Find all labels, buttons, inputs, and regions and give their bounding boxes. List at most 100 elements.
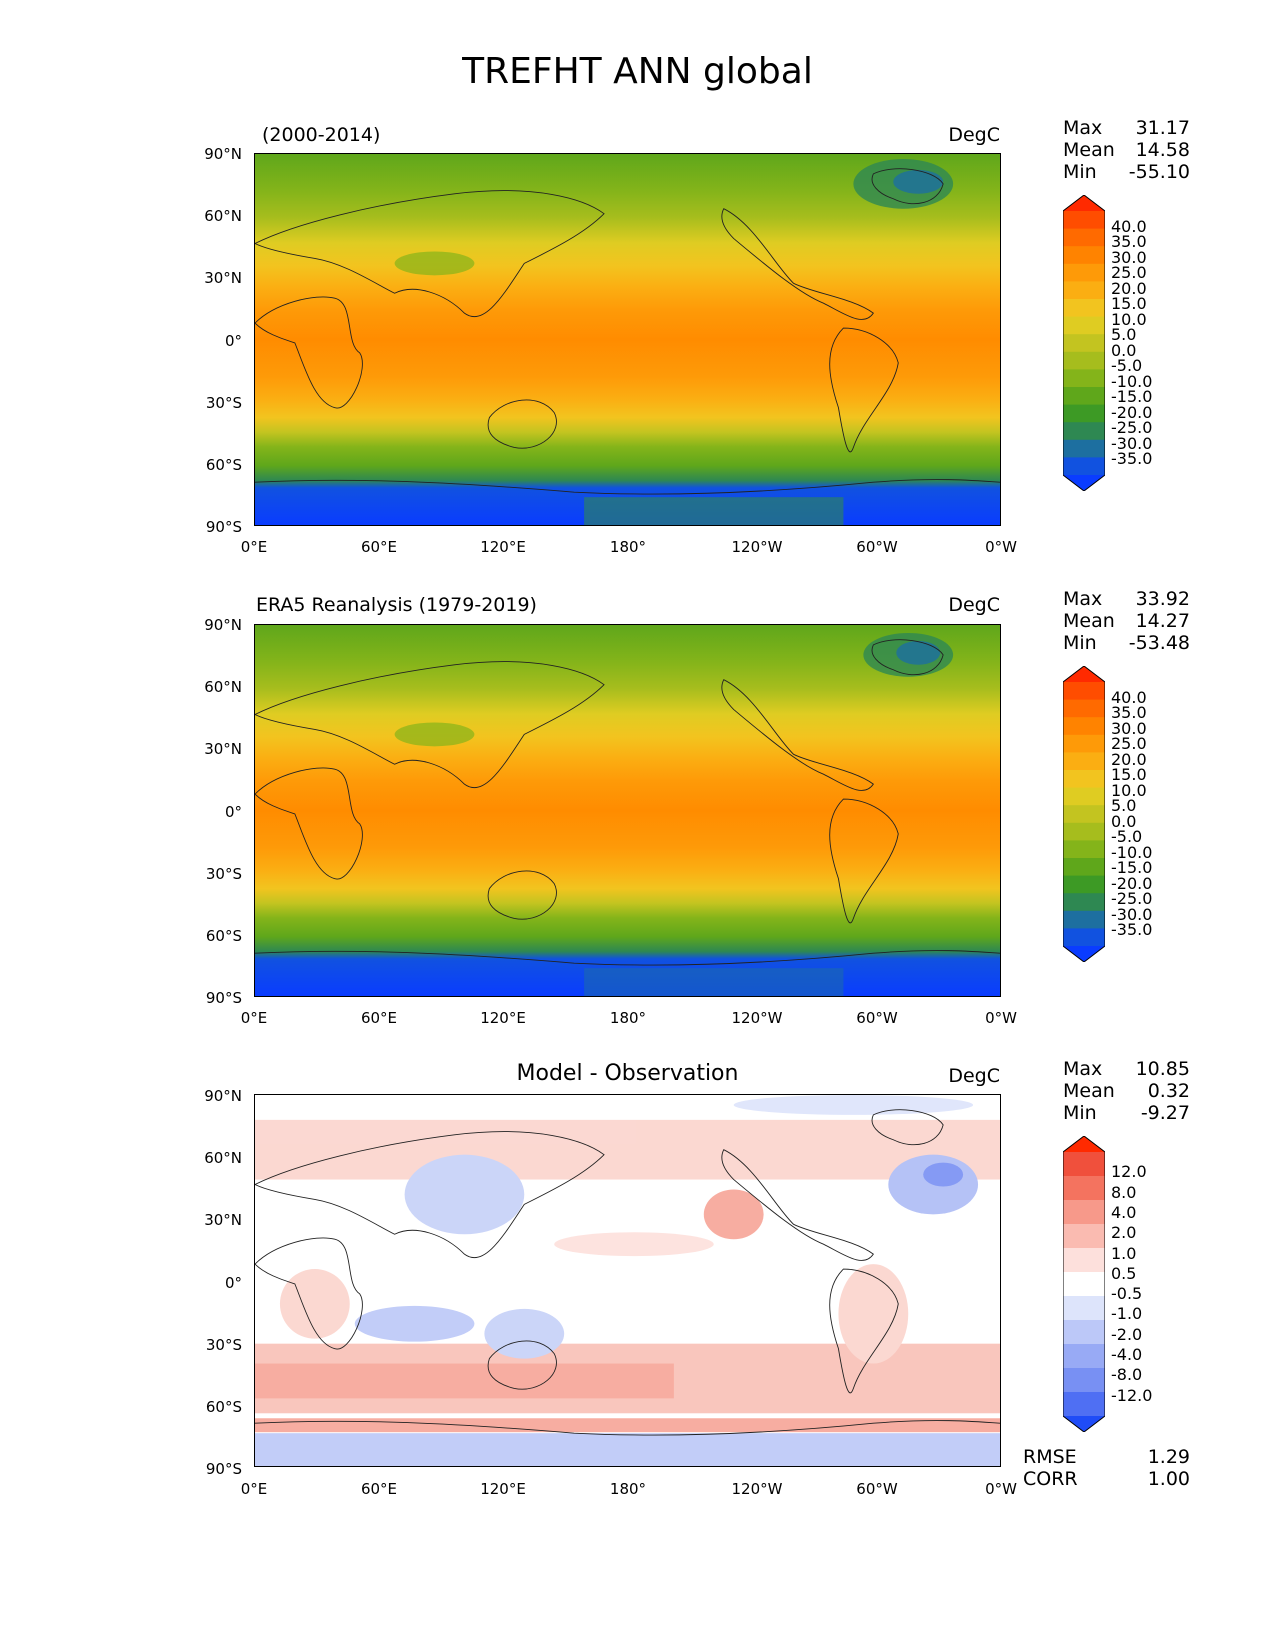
ytick: 30°N (204, 269, 242, 287)
stat-mean: 0.32 (1147, 1080, 1190, 1102)
colorbar-tick-label: 4.0 (1111, 1202, 1137, 1222)
colorbar-band (1063, 404, 1105, 423)
colorbar-graphic (1063, 666, 1105, 962)
colorbar-band (1063, 422, 1105, 441)
stat-max: 31.17 (1135, 117, 1190, 139)
colorbar-band (1063, 717, 1105, 736)
colorbar-band (1063, 1296, 1105, 1321)
xtick: 0°E (240, 1480, 268, 1498)
panel-units: DegC (948, 1065, 1000, 1087)
figure-title: TREFHT ANN global (462, 51, 813, 92)
map-obs (254, 624, 1001, 997)
colorbar-tick-label: -35.0 (1111, 920, 1153, 940)
xtick: 180° (609, 538, 647, 556)
colorbar-tick-label: 0.0 (1111, 340, 1137, 360)
colorbar-tick-label: -15.0 (1111, 387, 1153, 407)
colorbar-band (1063, 281, 1105, 300)
colorbar-tick-label: 35.0 (1111, 232, 1147, 252)
colorbar-band (1063, 787, 1105, 806)
colorbar-tick-label: 25.0 (1111, 734, 1147, 754)
colorbar-tick-label: 2.0 (1111, 1223, 1137, 1243)
colorbar-band (1063, 875, 1105, 894)
xtick: 120°W (731, 538, 783, 556)
colorbar-band (1063, 1272, 1105, 1297)
colorbar-tick-label: -10.0 (1111, 371, 1153, 391)
colorbar-tick-label: -1.0 (1111, 1304, 1143, 1324)
colorbar-cap-bottom (1063, 475, 1105, 491)
xtick: 0°E (240, 1009, 268, 1027)
colorbar-tick-label: -35.0 (1111, 449, 1153, 469)
colorbar-tick-label: 5.0 (1111, 796, 1137, 816)
ytick: 0° (224, 1274, 242, 1292)
panel-units: DegC (948, 124, 1000, 146)
colorbar-band (1063, 263, 1105, 282)
stat-min: -55.10 (1128, 161, 1190, 183)
colorbar-tick-label: -5.0 (1111, 356, 1143, 376)
colorbar-band (1063, 682, 1105, 701)
colorbar-tick-label: 40.0 (1111, 216, 1147, 236)
ytick: 60°S (205, 1398, 242, 1416)
rmse-value: 1.29 (1147, 1446, 1190, 1468)
ytick: 90°N (204, 1087, 242, 1105)
colorbar-tick-label: 25.0 (1111, 263, 1147, 283)
stat-min: -9.27 (1140, 1102, 1190, 1124)
colorbar-cap-bottom (1063, 946, 1105, 962)
colorbar-tick-label: -25.0 (1111, 418, 1153, 438)
stat-max-label: Max (1063, 588, 1103, 610)
ytick: 60°S (205, 456, 242, 474)
colorbar-cap-top (1063, 195, 1105, 211)
stat-max: 33.92 (1135, 588, 1190, 610)
ytick: 30°S (205, 865, 242, 883)
colorbar-graphic (1063, 195, 1105, 491)
xtick: 60°E (360, 1009, 398, 1027)
stat-mean-label: Mean (1063, 610, 1115, 632)
colorbar-tick-label: -20.0 (1111, 402, 1153, 422)
colorbar-tick-label: 35.0 (1111, 703, 1147, 723)
colorbar-tick-label: 5.0 (1111, 325, 1137, 345)
colorbar-tick-label: 10.0 (1111, 780, 1147, 800)
colorbar-band (1063, 858, 1105, 877)
ytick: 30°S (205, 394, 242, 412)
xtick: 120°W (731, 1009, 783, 1027)
corr-label: CORR (1023, 1468, 1078, 1490)
colorbar-cap-bottom (1063, 1416, 1105, 1432)
colorbar-tick-label: 0.5 (1111, 1263, 1137, 1283)
xtick: 60°W (856, 1009, 898, 1027)
colorbar-band (1063, 211, 1105, 230)
colorbar-band (1063, 1200, 1105, 1225)
ytick: 30°N (204, 740, 242, 758)
colorbar: 12.0 8.0 4.0 2.0 1.0 0.5 -0.5 -1.0 -2.0 -4.0 -8.0-… (1063, 1136, 1152, 1432)
stat-min-label: Min (1063, 161, 1097, 183)
stat-min-label: Min (1063, 1102, 1097, 1124)
colorbar-tick-label: 1.0 (1111, 1243, 1137, 1263)
xtick: 180° (609, 1009, 647, 1027)
stat-mean: 14.27 (1135, 610, 1190, 632)
colorbar-tick-label: 20.0 (1111, 278, 1147, 298)
colorbar-tick-label: -25.0 (1111, 889, 1153, 909)
colorbar-tick-label: -15.0 (1111, 858, 1153, 878)
rmse-label: RMSE (1023, 1446, 1077, 1468)
panel-left-title: (2000-2014) (262, 124, 381, 146)
ytick: 0° (224, 803, 242, 821)
colorbar-band (1063, 1368, 1105, 1393)
colorbar-tick-label: -30.0 (1111, 433, 1153, 453)
xtick: 60°E (360, 538, 398, 556)
stat-mean-label: Mean (1063, 1080, 1115, 1102)
colorbar-graphic (1063, 1136, 1105, 1432)
panel-units: DegC (948, 594, 1000, 616)
colorbar-cap-top (1063, 666, 1105, 682)
colorbar-band (1063, 805, 1105, 824)
colorbar-tick-label: 30.0 (1111, 247, 1147, 267)
colorbar-band (1063, 752, 1105, 771)
map-field (255, 154, 1000, 525)
colorbar-band (1063, 369, 1105, 388)
colorbar: 40.0 35.0 30.0 25.0 20.0 15.0 10.0 5.0 0.0 -5.0 -1… (1063, 195, 1152, 491)
colorbar-band (1063, 822, 1105, 841)
xtick: 60°W (856, 538, 898, 556)
colorbar-tick-label: 10.0 (1111, 309, 1147, 329)
stat-min: -53.48 (1128, 632, 1190, 654)
colorbar-tick-label: -8.0 (1111, 1365, 1143, 1385)
colorbar-tick-label: -5.0 (1111, 827, 1143, 847)
colorbar-tick-label: 15.0 (1111, 765, 1147, 785)
xtick: 60°E (360, 1480, 398, 1498)
